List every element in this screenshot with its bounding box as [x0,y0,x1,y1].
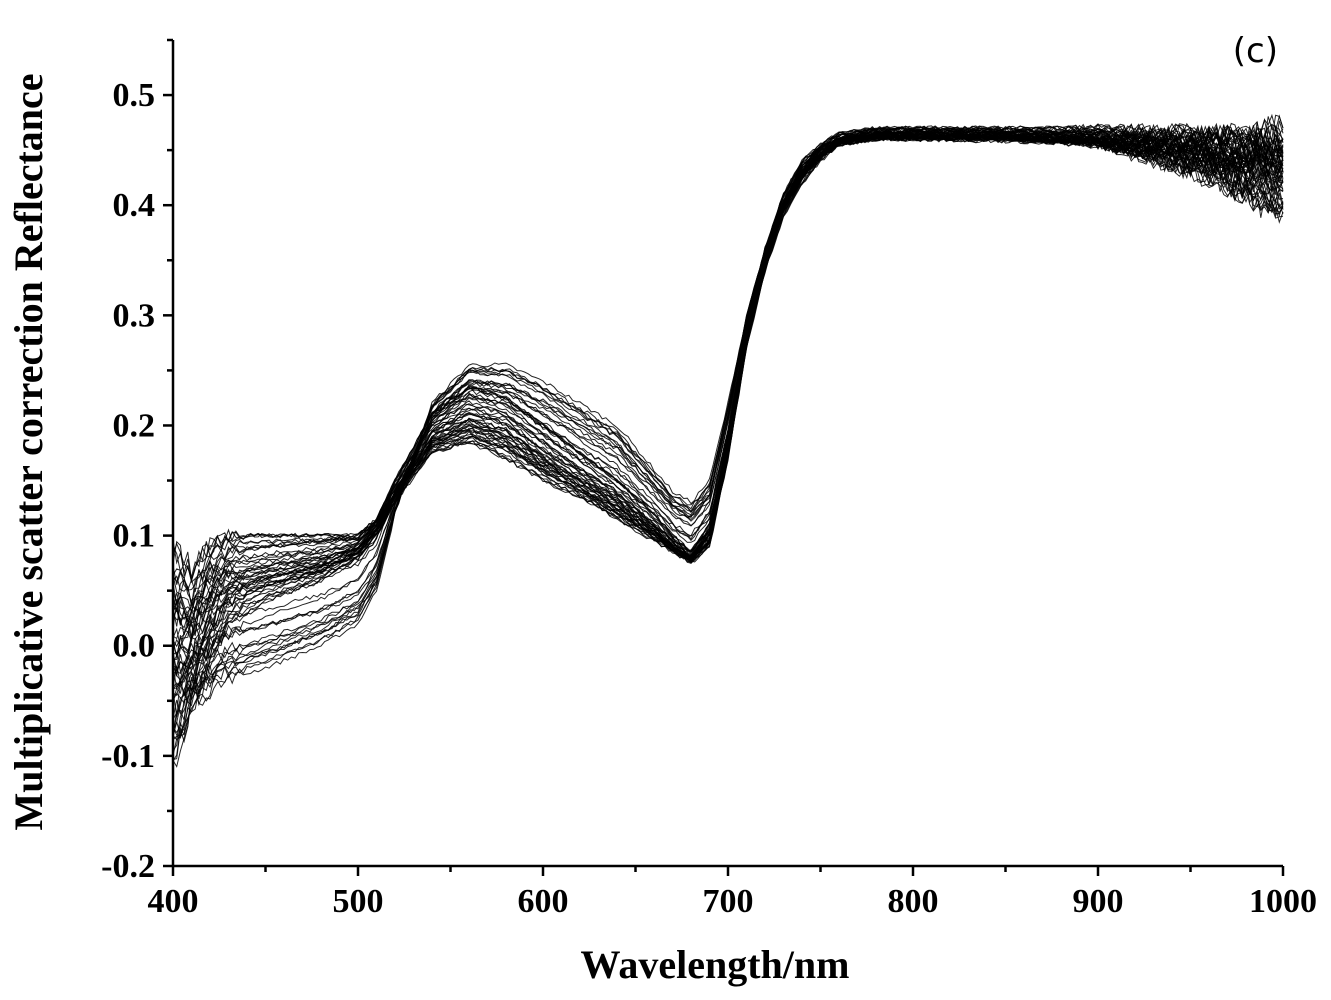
y-tick-label: 0.3 [113,297,156,334]
spectrum-line [172,131,1284,648]
x-tick-label: 900 [1073,883,1124,920]
x-tick-label: 600 [518,883,569,920]
spectrum-line [172,132,1284,658]
y-axis-ticks: -0.2 -0.1 0.0 0.1 0.2 0.3 0.4 0.5 [101,38,173,885]
spectrum-line [172,134,1284,719]
x-tick-label: 500 [333,883,384,920]
spectrum-line [172,122,1284,581]
y-tick-label: -0.1 [101,738,155,775]
spectrum-line [172,135,1284,756]
spectrum-line [172,114,1284,602]
spectrum-line [172,130,1284,648]
panel-label: (c) [1233,31,1278,71]
y-tick-label: -0.2 [101,848,155,885]
y-tick-label: 0.1 [113,518,156,555]
spectrum-line [172,114,1284,605]
x-axis-ticks: 400 500 600 700 800 900 1000 [148,866,1317,920]
spectrum-line [172,126,1284,592]
spectrum-line [172,127,1284,618]
spectrum-line [172,135,1284,734]
spectrum-line [172,132,1284,660]
x-tick-label: 800 [888,883,939,920]
y-tick-label: 0.2 [113,407,156,444]
spectrum-line [172,129,1284,622]
y-tick-label: 0.5 [113,77,156,114]
spectrum-line [172,122,1284,579]
spectrum-line [172,131,1284,663]
spectrum-line [172,122,1284,580]
spectrum-line [172,113,1284,607]
spectrum-line [172,120,1284,591]
spectrum-line [172,125,1284,613]
spectrum-line [172,123,1284,583]
x-axis-title: Wavelength/nm [581,942,850,987]
x-tick-label: 700 [703,883,754,920]
y-tick-label: 0.0 [113,628,156,665]
x-tick-label: 1000 [1249,883,1317,920]
spectra-lines [172,113,1284,768]
x-tick-label: 400 [148,883,199,920]
y-tick-label: 0.4 [113,187,156,224]
spectrum-line [172,132,1284,659]
spectrum-line [172,134,1284,717]
spectrum-line [172,130,1284,663]
spectrum-line [172,124,1284,584]
spectrum-line [172,133,1284,677]
spectrum-line [172,130,1284,630]
y-axis-title: Multiplicative scatter correction Reflec… [6,73,51,830]
